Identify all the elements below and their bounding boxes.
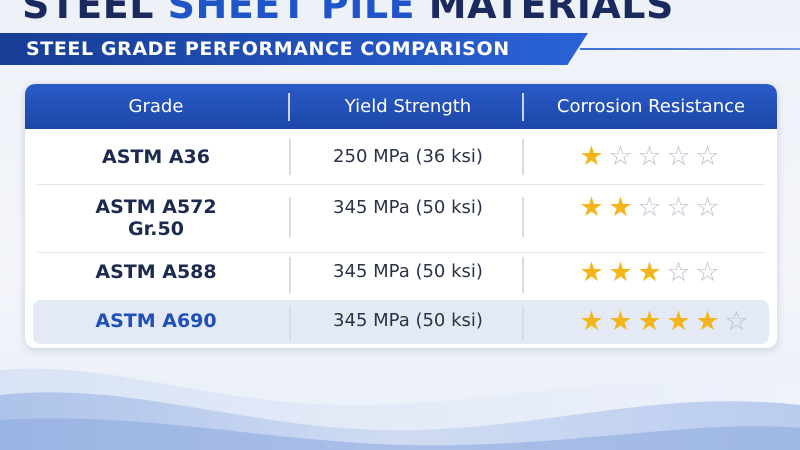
row-divider — [37, 252, 765, 253]
cell-separator — [522, 306, 524, 340]
filled-star-icon: ★ — [579, 257, 604, 288]
filled-star-icon: ★ — [666, 306, 691, 337]
outline-star-icon: ☆ — [695, 192, 720, 223]
outline-star-icon: ☆ — [724, 306, 749, 337]
page-title: STEEL SHEET PILE MATERIALS — [22, 0, 674, 24]
decorative-wave-background — [0, 368, 800, 450]
rating-stars: ★ ☆ ☆ ☆ ☆ — [577, 143, 722, 170]
column-header-corrosion-resistance: Corrosion Resistance — [556, 96, 746, 117]
row-divider — [37, 184, 765, 185]
title-part-sheet-pile: SHEET PILE — [167, 0, 416, 27]
row-highlight-background — [33, 300, 769, 344]
outline-star-icon: ☆ — [666, 141, 691, 172]
title-part-materials: MATERIALS — [428, 0, 674, 27]
header-separator — [522, 93, 524, 121]
cell-separator — [289, 197, 291, 237]
grade-subname: Gr.50 — [128, 218, 184, 240]
filled-star-icon: ★ — [579, 192, 604, 223]
cell-separator — [522, 257, 524, 293]
filled-star-icon: ★ — [637, 306, 662, 337]
outline-star-icon: ☆ — [666, 192, 691, 223]
yield-strength-cell: 345 MPa (50 ksi) — [333, 310, 483, 331]
filled-star-icon: ★ — [608, 306, 633, 337]
filled-star-icon: ★ — [695, 306, 720, 337]
filled-star-icon: ★ — [579, 141, 604, 172]
grade-name: ASTM A572 — [95, 196, 217, 218]
table-row: ASTM A588 345 MPa (50 ksi) ★ ★ ★ ☆ ☆ — [25, 253, 777, 299]
column-header-yield-strength: Yield Strength — [344, 96, 472, 117]
cell-separator — [522, 197, 524, 237]
yield-strength-cell: 345 MPa (50 ksi) — [333, 261, 483, 282]
filled-star-icon: ★ — [608, 257, 633, 288]
table-row: ASTM A36 250 MPa (36 ksi) ★ ☆ ☆ ☆ ☆ — [25, 129, 777, 185]
cell-separator — [522, 139, 524, 175]
comparison-table: Grade Yield Strength Corrosion Resistanc… — [25, 84, 777, 348]
header-separator — [288, 93, 290, 121]
grade-cell: ASTM A36 — [25, 146, 287, 168]
cell-separator — [289, 306, 291, 340]
grade-name: ASTM A36 — [101, 146, 211, 168]
subtitle-text: STEEL GRADE PERFORMANCE COMPARISON — [26, 38, 510, 60]
outline-star-icon: ☆ — [695, 141, 720, 172]
rating-stars: ★ ★ ★ ★ ★ ☆ — [577, 308, 751, 335]
yield-strength-cell: 250 MPa (36 ksi) — [333, 146, 483, 167]
grade-name: ASTM A690 — [95, 310, 217, 332]
table-row: ASTM A572 Gr.50 345 MPa (50 ksi) ★ ★ ☆ ☆ ☆ — [25, 185, 777, 253]
cell-separator — [289, 139, 291, 175]
rating-stars: ★ ★ ★ ☆ ☆ — [577, 259, 722, 286]
filled-star-icon: ★ — [579, 306, 604, 337]
rating-stars: ★ ★ ☆ ☆ ☆ — [577, 194, 722, 221]
table-row-highlighted: ASTM A690 345 MPa (50 ksi) ★ ★ ★ ★ ★ ☆ — [25, 298, 777, 346]
grade-cell: ASTM A572 Gr.50 — [25, 196, 287, 240]
cell-separator — [289, 257, 291, 293]
column-header-grade: Grade — [128, 96, 184, 117]
grade-cell: ASTM A690 — [25, 310, 287, 332]
filled-star-icon: ★ — [608, 192, 633, 223]
outline-star-icon: ☆ — [666, 257, 691, 288]
grade-cell: ASTM A588 — [25, 261, 287, 283]
banner-accent-line — [580, 48, 800, 50]
outline-star-icon: ☆ — [608, 141, 633, 172]
filled-star-icon: ★ — [637, 257, 662, 288]
outline-star-icon: ☆ — [637, 141, 662, 172]
subtitle-banner: STEEL GRADE PERFORMANCE COMPARISON — [0, 33, 588, 65]
outline-star-icon: ☆ — [695, 257, 720, 288]
table-header: Grade Yield Strength Corrosion Resistanc… — [25, 84, 777, 129]
yield-strength-cell: 345 MPa (50 ksi) — [333, 197, 483, 218]
title-part-steel: STEEL — [22, 0, 154, 27]
outline-star-icon: ☆ — [637, 192, 662, 223]
grade-name: ASTM A588 — [95, 261, 217, 283]
